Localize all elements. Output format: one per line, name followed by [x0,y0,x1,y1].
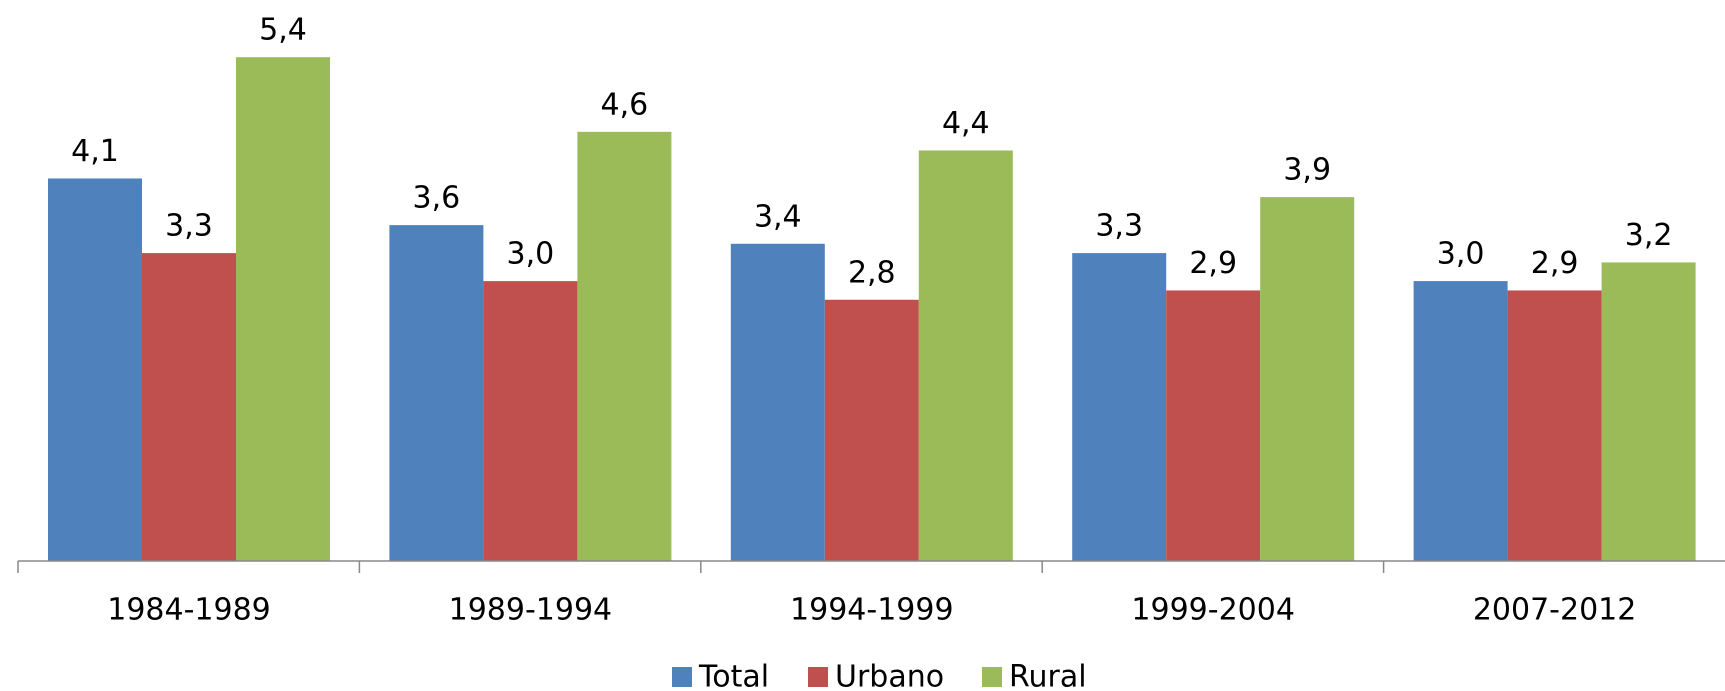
bar [1166,290,1261,561]
legend-label: Total [698,660,769,691]
data-label: 2,9 [1531,246,1579,281]
data-label: 3,3 [165,209,213,244]
data-label: 3,0 [507,237,555,272]
data-label: 4,4 [942,106,990,141]
bar [1413,281,1508,561]
x-tick-label: 1994-1999 [790,593,954,628]
data-label: 2,9 [1189,246,1237,281]
data-label: 4,1 [71,134,119,169]
data-label: 5,4 [259,13,307,48]
data-label: 3,6 [413,181,461,216]
legend-swatch [982,667,1002,687]
legend-swatch [672,667,692,687]
x-tick-label: 1984-1989 [107,593,271,628]
bar [1072,253,1167,562]
bar [577,131,672,561]
bar [236,57,330,562]
bar [48,178,142,561]
bar [918,150,1013,562]
bar [1507,290,1602,561]
data-label: 3,3 [1095,209,1143,244]
x-tick-label: 1989-1994 [449,593,613,628]
bar [483,281,578,561]
bar [142,253,236,562]
bar [1601,262,1696,561]
bar [730,243,825,561]
data-label: 3,2 [1625,218,1673,253]
x-tick-label: 2007-2012 [1473,593,1637,628]
bar [824,299,919,561]
data-label: 3,0 [1437,237,1485,272]
legend-label: Rural [1009,660,1087,691]
bar [1260,197,1355,561]
legend-label: Urbano [835,660,944,691]
bar [389,225,484,561]
data-label: 2,8 [848,255,896,290]
data-label: 3,9 [1283,153,1331,188]
data-label: 4,6 [601,87,649,122]
x-tick-label: 1999-2004 [1131,593,1295,628]
data-label: 3,4 [754,199,802,234]
legend-swatch [808,667,828,687]
